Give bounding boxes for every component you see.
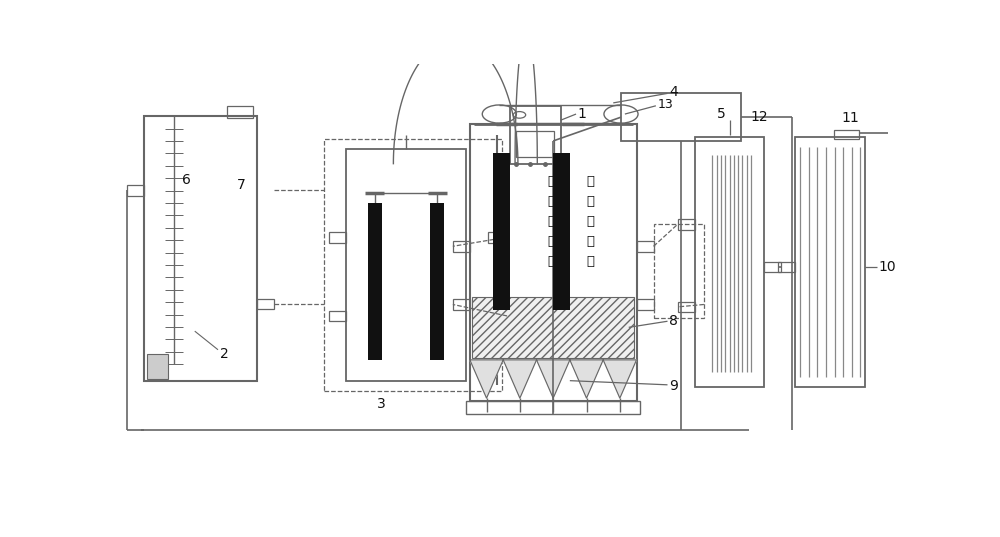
Bar [654, 224, 704, 318]
Text: 8: 8 [669, 314, 678, 328]
Bar [795, 137, 865, 387]
Bar [470, 125, 637, 402]
Bar [346, 149, 466, 381]
Bar [144, 116, 257, 381]
Bar [324, 139, 502, 391]
Text: 11: 11 [841, 111, 859, 125]
Text: 9: 9 [669, 379, 678, 393]
Polygon shape [503, 360, 537, 398]
Text: 2: 2 [220, 347, 228, 361]
Bar [637, 299, 654, 310]
Text: 13: 13 [657, 98, 673, 111]
Bar [695, 137, 764, 387]
Bar [488, 232, 507, 243]
Bar [257, 299, 274, 309]
Polygon shape [537, 360, 570, 398]
Text: 12: 12 [750, 110, 768, 124]
Bar [466, 402, 640, 414]
Bar [127, 185, 144, 195]
Bar [493, 154, 510, 310]
Text: 5: 5 [717, 107, 726, 121]
Bar [516, 132, 554, 157]
Bar [764, 262, 781, 272]
Bar [621, 93, 741, 141]
Bar [329, 310, 346, 321]
Bar [678, 219, 695, 230]
Bar [553, 154, 570, 310]
Bar [147, 354, 168, 379]
Bar [472, 297, 634, 358]
Text: 3: 3 [377, 396, 386, 410]
Bar [453, 241, 470, 252]
Bar [488, 310, 507, 321]
Polygon shape [570, 360, 603, 398]
Text: 4: 4 [669, 85, 678, 99]
Bar [368, 203, 382, 360]
Bar [430, 203, 444, 360]
Bar [637, 241, 654, 252]
Text: 6: 6 [182, 172, 190, 187]
Bar [329, 232, 346, 243]
Bar [778, 262, 795, 272]
Bar [227, 106, 253, 118]
Text: 7: 7 [237, 178, 246, 192]
Text: 1: 1 [578, 107, 586, 121]
Text: 电
絮
凝
阳
极: 电 絮 凝 阳 极 [547, 175, 555, 268]
Text: 反
硝
化
阴
极: 反 硝 化 阴 极 [586, 175, 594, 268]
Polygon shape [470, 360, 503, 398]
Bar [453, 299, 470, 310]
Bar [510, 106, 561, 164]
Polygon shape [603, 360, 637, 398]
Text: 10: 10 [878, 260, 896, 274]
Bar [834, 130, 859, 139]
Bar [678, 302, 695, 313]
